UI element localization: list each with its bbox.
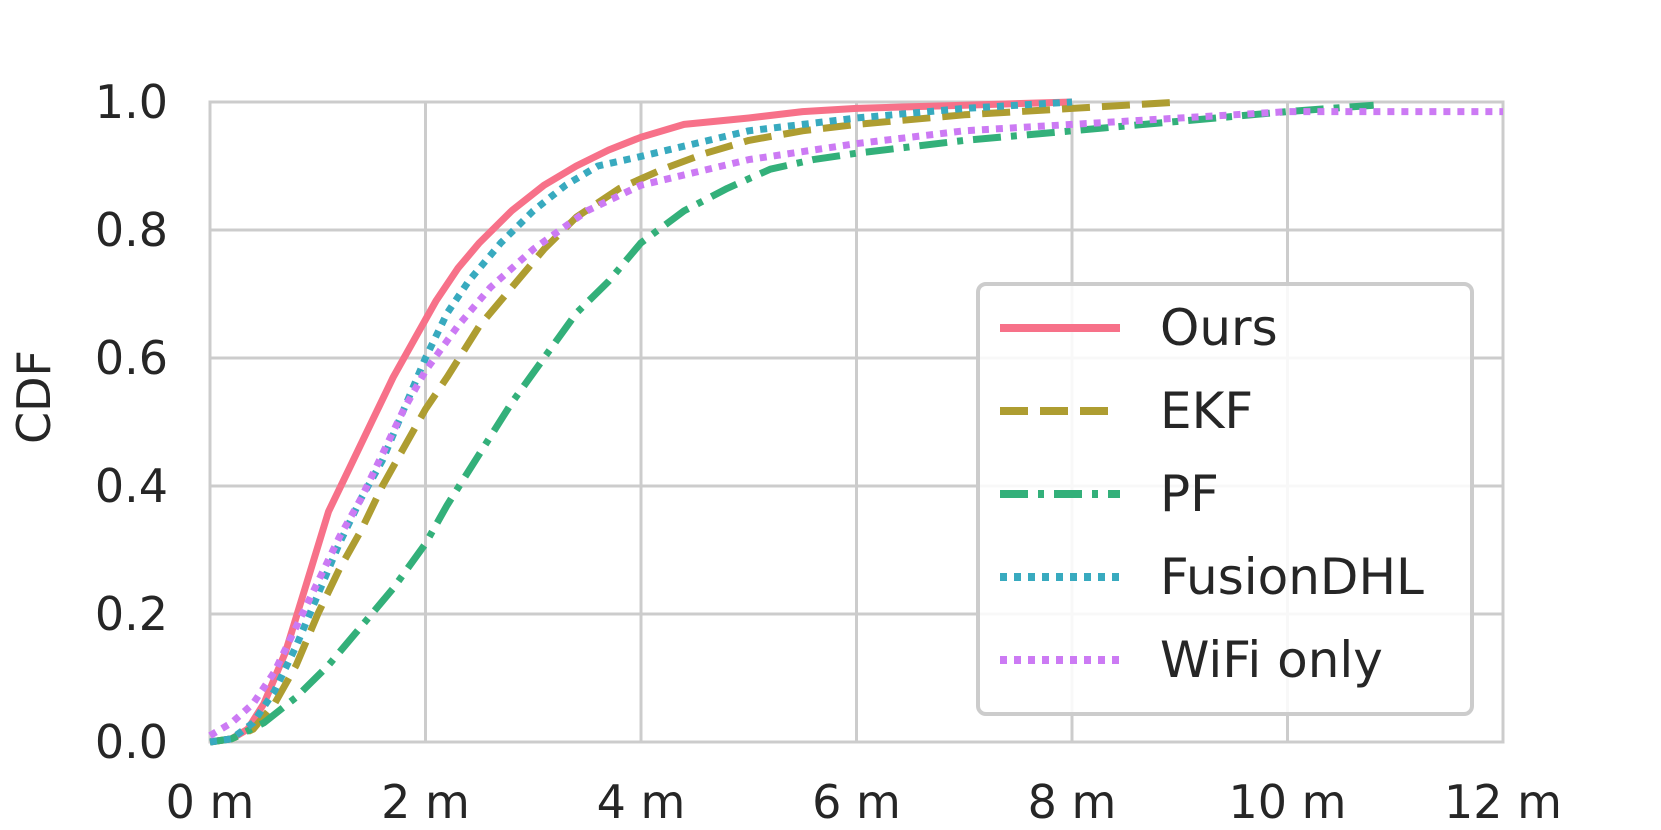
y-tick-label: 0.6 xyxy=(95,331,168,385)
x-tick-label: 4 m xyxy=(597,775,686,829)
series-line-wifi-only xyxy=(208,108,1503,739)
series-lines xyxy=(208,98,1503,746)
legend-label-wifi-only: WiFi only xyxy=(1160,631,1383,689)
x-tick-label: 2 m xyxy=(381,775,470,829)
legend-label-ours: Ours xyxy=(1160,299,1278,357)
legend-label-ekf: EKF xyxy=(1160,382,1253,440)
x-tick-labels: 0 m 2 m 4 m 6 m 8 m 10 m 12 m xyxy=(166,775,1562,829)
y-tick-labels: 0.0 0.2 0.4 0.6 0.8 1.0 xyxy=(95,75,168,769)
legend-label-fusiondhl: FusionDHL xyxy=(1160,548,1424,606)
series-line-ekf xyxy=(209,98,1181,746)
legend: Ours EKF PF FusionDHL WiFi only xyxy=(976,282,1474,716)
plot-frame xyxy=(208,100,1505,744)
x-tick-label: 12 m xyxy=(1444,775,1562,829)
x-tick-label: 0 m xyxy=(166,775,255,829)
y-tick-label: 0.2 xyxy=(95,587,168,641)
x-tick-label: 6 m xyxy=(812,775,901,829)
y-tick-label: 0.4 xyxy=(95,459,168,513)
legend-label-pf: PF xyxy=(1160,465,1219,523)
x-tick-label: 10 m xyxy=(1229,775,1347,829)
legend-box xyxy=(976,282,1474,716)
y-tick-label: 1.0 xyxy=(95,75,168,129)
x-tick-label: 8 m xyxy=(1028,775,1117,829)
y-tick-label: 0.8 xyxy=(95,203,168,257)
y-axis-label: CDF xyxy=(7,350,61,444)
series-line-fusiondhl xyxy=(209,98,1073,746)
y-tick-label: 0.0 xyxy=(95,715,168,769)
